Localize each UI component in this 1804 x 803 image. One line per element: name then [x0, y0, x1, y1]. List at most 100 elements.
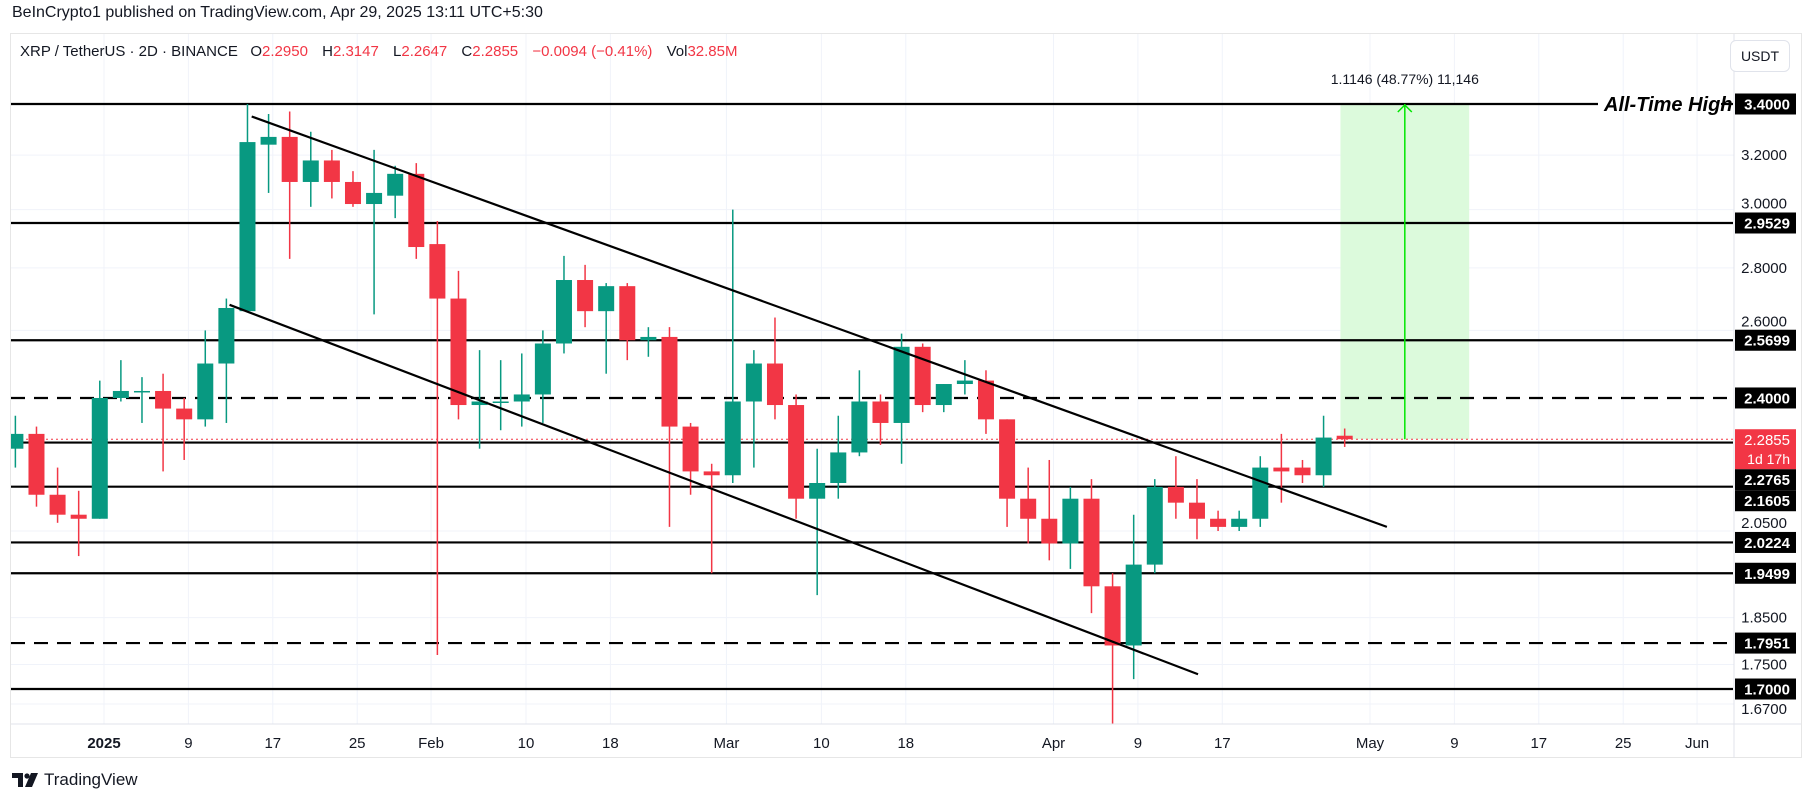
candle-body	[661, 336, 678, 427]
level-price-label: 1.7000	[1735, 678, 1796, 700]
candle-body	[851, 401, 868, 453]
ohlc-legend: XRP / TetherUS · 2D · BINANCE O2.2950 H2…	[20, 43, 748, 60]
candle-body	[577, 280, 594, 312]
candle-body	[619, 286, 636, 341]
price-tick-label: 2.8000	[1741, 260, 1787, 277]
time-tick-label: Mar	[714, 735, 740, 752]
candle-up	[366, 149, 383, 315]
candle-body	[1294, 467, 1311, 476]
candle-up	[91, 380, 108, 519]
tradingview-logo-icon	[12, 773, 38, 787]
level-price-label: 1.9499	[1735, 562, 1796, 584]
candle-body	[1231, 518, 1248, 527]
time-tick-label: 18	[897, 735, 914, 752]
lower-channel-trendline[interactable]	[229, 303, 1199, 676]
candle-down	[661, 327, 678, 527]
level-price-label-bg	[1735, 469, 1796, 491]
candle-body	[788, 405, 805, 499]
candle-up	[513, 353, 530, 427]
level-price-label: 2.1605	[1735, 490, 1796, 512]
candle-up	[11, 415, 24, 468]
candle-body	[956, 380, 973, 385]
candle-body	[1167, 486, 1184, 503]
candle-body	[977, 380, 994, 420]
candle-up	[260, 113, 277, 193]
candle-body	[1146, 486, 1163, 565]
candle-body	[745, 363, 762, 402]
candle-up	[1231, 510, 1248, 532]
level-price-value: 2.0224	[1744, 535, 1791, 552]
level-price-value: 1.7951	[1744, 636, 1790, 653]
upper-channel-trendline[interactable]	[251, 115, 1388, 528]
horizontal-levels	[11, 102, 1733, 691]
candle-up	[809, 448, 826, 596]
open-label: O	[250, 43, 263, 60]
candle-body	[408, 173, 425, 248]
candle-down	[49, 467, 66, 523]
time-tick-label: 25	[1615, 735, 1632, 752]
level-price-label: 2.0224	[1735, 531, 1796, 553]
candle-body	[429, 244, 446, 299]
candle-down	[28, 426, 45, 507]
candle-down	[344, 171, 361, 207]
candle-body	[302, 160, 319, 182]
candle-body	[534, 343, 551, 395]
candle-down	[619, 283, 636, 361]
time-tick-label: Apr	[1042, 735, 1065, 752]
candle-body	[914, 346, 931, 406]
candle-down	[1210, 510, 1227, 532]
candle-up	[598, 283, 615, 374]
candle-down	[577, 264, 594, 328]
candle-body	[1252, 467, 1269, 519]
level-price-value: 2.9529	[1744, 215, 1790, 232]
candle-body	[872, 401, 889, 423]
candle-down	[450, 270, 467, 420]
candle-body	[197, 363, 214, 420]
candle-body	[724, 401, 741, 476]
tradingview-logo[interactable]: TradingView	[12, 770, 138, 790]
close-value: 2.2855	[472, 43, 519, 60]
level-price-value: 2.2765	[1744, 472, 1790, 489]
level-price-label-bg	[1735, 632, 1796, 654]
candle-body	[11, 433, 24, 449]
candle-down	[176, 397, 193, 460]
volume-value: 32.85M	[687, 43, 738, 60]
candle-body	[1020, 498, 1037, 519]
level-price-label-bg	[1735, 387, 1796, 409]
candle-up	[197, 330, 214, 427]
plot-area[interactable]: 1.1146 (48.77%) 11,146 All-Time High	[7, 71, 1734, 725]
time-tick-label: 10	[813, 735, 830, 752]
candle-body	[281, 136, 298, 182]
candle-down	[682, 422, 699, 495]
level-price-label-bg	[1735, 490, 1796, 512]
currency-button[interactable]: USDT	[1730, 40, 1790, 72]
candle-up	[893, 333, 910, 464]
level-price-label-bg	[1735, 562, 1796, 584]
candle-body	[809, 482, 826, 499]
candle-body	[323, 160, 340, 182]
level-price-label: 3.4000	[1735, 93, 1796, 115]
candle-down	[1104, 573, 1121, 724]
candle-up	[112, 360, 129, 402]
candle-up	[640, 327, 657, 357]
candle-down	[408, 163, 425, 259]
time-axis[interactable]: 2025 9 17 25 Feb 10 18 Mar 10 18 Apr 9 17 May 9 17 25 Jun	[87, 735, 1709, 752]
candle-body	[1062, 498, 1079, 544]
candle-body	[492, 401, 509, 403]
trendlines[interactable]	[229, 115, 1388, 676]
level-price-value: 3.4000	[1744, 97, 1790, 114]
level-price-label-bg	[1735, 531, 1796, 553]
candle-down	[703, 463, 720, 574]
time-tick-label: 9	[184, 735, 192, 752]
symbol-title[interactable]: XRP / TetherUS · 2D · BINANCE	[20, 43, 238, 60]
price-tick-label: 1.8500	[1741, 610, 1787, 627]
price-axis[interactable]: 3.2000 3.0000 2.8000 2.6000 2.0500 1.8500 1.75…	[1741, 147, 1787, 718]
candle-up	[724, 209, 741, 483]
time-tick-label: Jun	[1685, 735, 1709, 752]
candle-body	[1273, 467, 1290, 472]
candle-down	[1020, 467, 1037, 544]
candle-down	[766, 317, 783, 420]
candle-down	[155, 373, 172, 472]
time-tick-label: 25	[349, 735, 366, 752]
